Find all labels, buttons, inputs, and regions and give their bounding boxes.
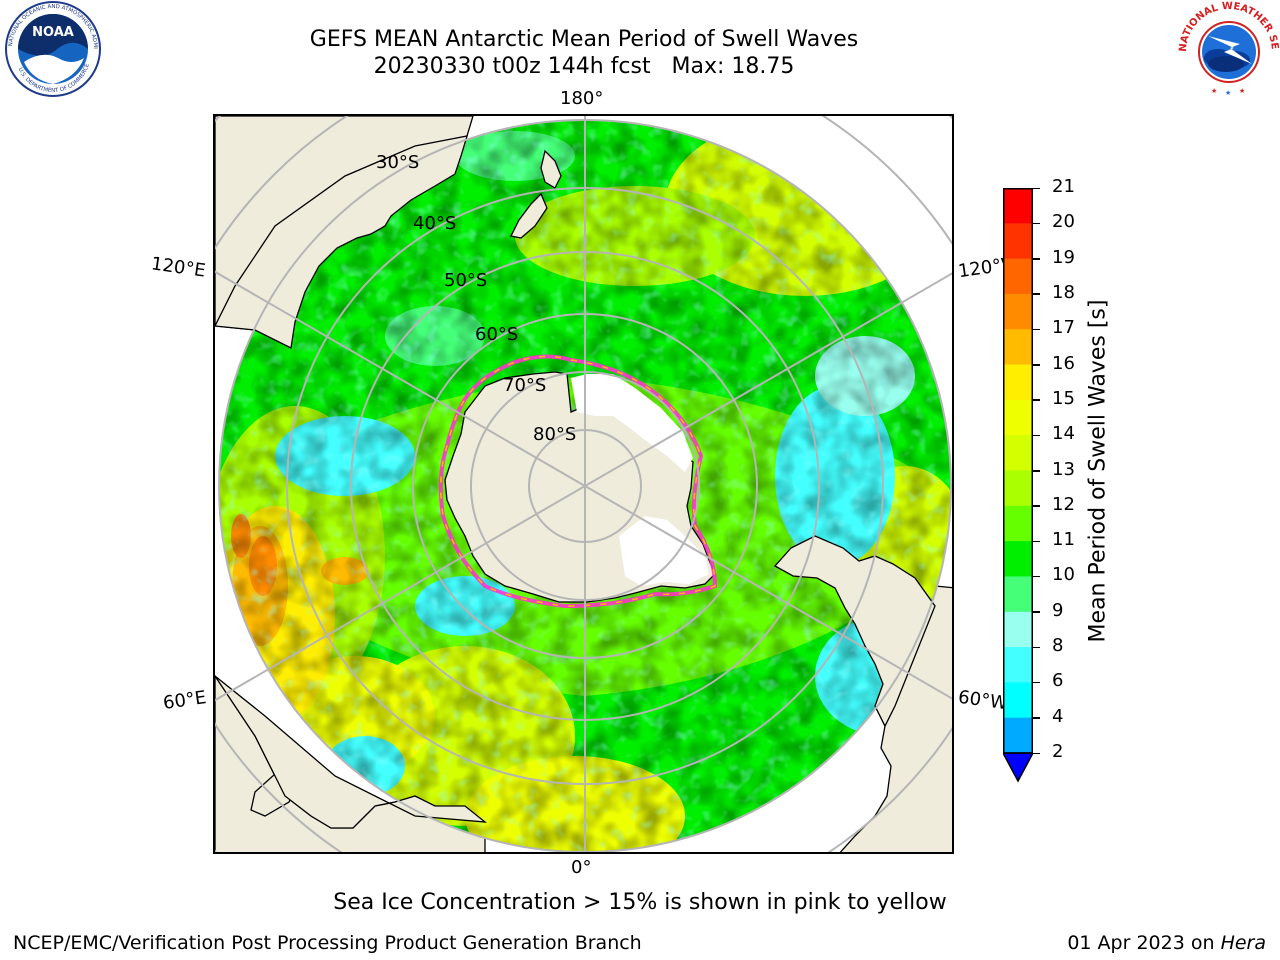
colorbar-band (1003, 435, 1033, 471)
colorbar-band (1003, 717, 1033, 754)
lon-label-60e: 60°E (161, 687, 208, 714)
colorbar-band (1003, 470, 1033, 507)
colorbar-tick-mark (1033, 328, 1040, 331)
colorbar-band (1003, 576, 1033, 613)
svg-text:★: ★ (1211, 87, 1217, 95)
colorbar-tick-label: 21 (1052, 176, 1075, 197)
graticule (215, 116, 952, 852)
colorbar-tick-label: 4 (1052, 705, 1064, 727)
colorbar-tick-mark (1033, 681, 1040, 684)
colorbar-tick-mark (1033, 470, 1040, 472)
colorbar-band (1003, 505, 1033, 542)
colorbar-tick-label: 15 (1052, 387, 1075, 409)
lat-label-40s: 40°S (413, 213, 457, 234)
colorbar-tick-label: 10 (1052, 564, 1075, 586)
colorbar-tick-mark (1033, 434, 1040, 437)
colorbar-tick-mark (1033, 399, 1040, 401)
colorbar-tick-mark (1033, 222, 1040, 225)
colorbar-tick-label: 2 (1052, 741, 1064, 762)
colorbar-tick-mark (1033, 752, 1040, 754)
colorbar-tick-label: 20 (1052, 211, 1075, 233)
colorbar-tick-label: 16 (1052, 352, 1075, 374)
colorbar-tick-label: 14 (1052, 423, 1075, 445)
colorbar-tick-label: 9 (1052, 599, 1064, 621)
map-panel (213, 114, 954, 854)
sea-ice-caption: Sea Ice Concentration > 15% is shown in … (333, 890, 947, 915)
colorbar-tick-mark (1033, 293, 1040, 295)
colorbar-tick-label: 17 (1052, 317, 1075, 339)
colorbar-tick-label: 11 (1052, 529, 1075, 551)
new-zealand-land (510, 149, 562, 239)
machine-text: Hera (1220, 932, 1266, 954)
colorbar-tick-label: 18 (1052, 281, 1075, 303)
colorbar (1003, 188, 1033, 783)
colorbar-band (1003, 188, 1033, 224)
chart-subtitle: 20230330 t00z 144h fcst Max: 18.75 (373, 54, 795, 79)
colorbar-tick-label: 19 (1052, 246, 1075, 268)
svg-text:★: ★ (1225, 89, 1231, 97)
noaa-logo: NATIONAL OCEANIC AND ATMOSPHERIC ADMINIS… (2, 0, 101, 97)
colorbar-band (1003, 647, 1033, 683)
lat-label-60s: 60°S (475, 324, 519, 345)
lat-label-70s: 70°S (503, 375, 547, 396)
colorbar-tick-mark (1033, 611, 1040, 613)
colorbar-tick-mark (1033, 364, 1040, 366)
date-text: 01 Apr 2023 on (1067, 932, 1215, 954)
colorbar-tick-label: 13 (1052, 458, 1075, 480)
lat-label-80s: 80°S (533, 424, 577, 445)
colorbar-title: Mean Period of Swell Waves [s] (1085, 299, 1111, 643)
colorbar-band (1003, 364, 1033, 401)
lon-label-0: 0° (571, 857, 592, 878)
nws-logo: NATIONAL WEATHER SERVICE ★ ★ ★ (1178, 0, 1280, 98)
colorbar-band (1003, 611, 1033, 648)
svg-text:★: ★ (1239, 87, 1245, 95)
colorbar-tick-mark (1033, 505, 1040, 507)
date-stamp: 01 Apr 2023 on Hera (1067, 932, 1266, 954)
colorbar-extension (1003, 752, 1033, 783)
chart-title: GEFS MEAN Antarctic Mean Period of Swell… (309, 27, 859, 52)
colorbar-tick-label: 8 (1052, 635, 1064, 657)
colorbar-band (1003, 399, 1033, 436)
colorbar-tick-label: 12 (1052, 493, 1075, 515)
lon-label-60w: 60°W (956, 686, 1009, 715)
colorbar-tick-mark (1033, 646, 1040, 649)
noaa-logo-text: NOAA (32, 25, 74, 40)
lat-label-30s: 30°S (376, 152, 420, 173)
colorbar-band (1003, 293, 1033, 330)
polar-map (215, 116, 952, 852)
colorbar-band (1003, 258, 1033, 295)
colorbar-tick-mark (1033, 540, 1040, 543)
colorbar-tick-mark (1033, 187, 1040, 189)
colorbar-band (1003, 541, 1033, 577)
colorbar-tick-mark (1033, 717, 1040, 719)
colorbar-tick-label: 6 (1052, 670, 1064, 692)
colorbar-band (1003, 682, 1033, 719)
lon-label-120e: 120°E (149, 253, 207, 282)
colorbar-band (1003, 223, 1033, 260)
colorbar-band (1003, 329, 1033, 366)
colorbar-tick-mark (1033, 258, 1040, 260)
credit-text: NCEP/EMC/Verification Post Processing Pr… (13, 932, 642, 954)
lat-label-50s: 50°S (444, 270, 488, 291)
colorbar-tick-mark (1033, 575, 1040, 578)
lon-label-180: 180° (560, 88, 604, 109)
